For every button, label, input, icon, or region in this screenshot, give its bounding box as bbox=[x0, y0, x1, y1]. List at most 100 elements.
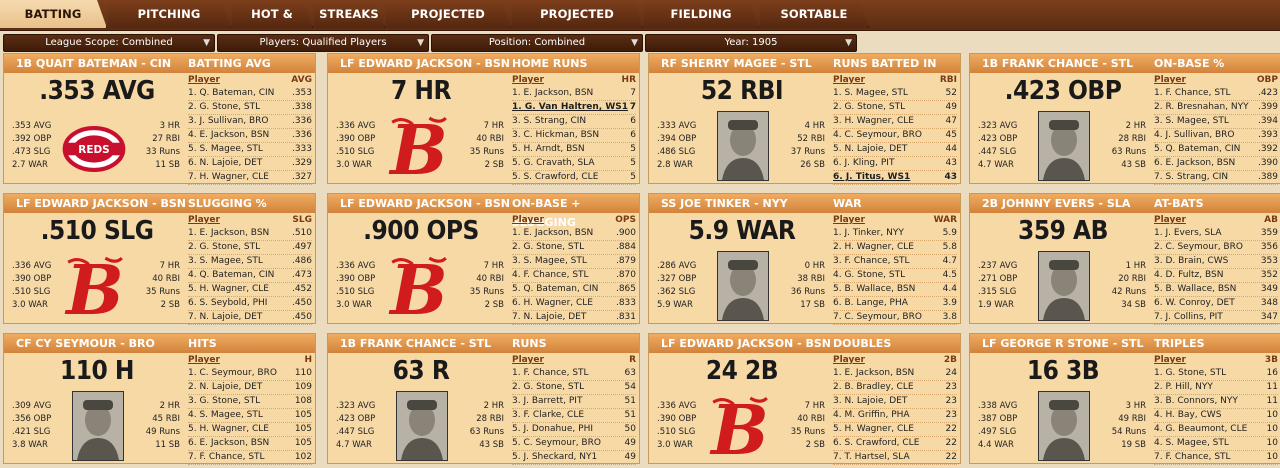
leader-name[interactable]: 5. B. Wallace, BSN bbox=[833, 284, 916, 294]
leader-name[interactable]: 4. C. Seymour, BRO bbox=[833, 130, 922, 140]
leader-row[interactable]: 3. J. Barrett, PIT 51 bbox=[512, 395, 636, 409]
leader-name[interactable]: 5. J. Sheckard, NY1 bbox=[512, 452, 598, 462]
leader-name[interactable]: 3. S. Magee, STL bbox=[512, 256, 587, 266]
leader-name[interactable]: 6. W. Conroy, DET bbox=[1154, 298, 1235, 308]
leader-row[interactable]: 7. T. Hartsel, SLA 22 bbox=[833, 451, 957, 465]
leader-name[interactable]: 7. N. Lajoie, DET bbox=[512, 312, 587, 322]
card-player-name[interactable]: CF CY SEYMOUR - BRO bbox=[16, 337, 155, 350]
leader-row[interactable]: 5. B. Wallace, BSN 4.4 bbox=[833, 283, 957, 297]
leader-row[interactable]: 7. N. Lajoie, DET .450 bbox=[188, 311, 312, 325]
leader-row[interactable]: 3. S. Strang, CIN 6 bbox=[512, 115, 636, 129]
leader-name[interactable]: 6. J. Kling, PIT bbox=[833, 158, 895, 168]
leader-row[interactable]: 7. F. Chance, STL 10 bbox=[1154, 451, 1278, 465]
leader-name[interactable]: 7. J. Collins, PIT bbox=[1154, 312, 1223, 322]
leader-row[interactable]: 7. J. Collins, PIT 347 bbox=[1154, 311, 1278, 325]
leader-name[interactable]: 6. E. Jackson, BSN bbox=[1154, 158, 1236, 168]
leader-row[interactable]: 1. S. Magee, STL 52 bbox=[833, 87, 957, 101]
leader-list-header[interactable]: Player OPS bbox=[512, 214, 636, 227]
leader-row[interactable]: 1. E. Jackson, BSN .510 bbox=[188, 227, 312, 241]
leader-row[interactable]: 6. W. Conroy, DET 348 bbox=[1154, 297, 1278, 311]
leader-name[interactable]: 2. G. Stone, STL bbox=[512, 242, 585, 252]
leader-card[interactable]: 1B FRANK CHANCE - STL ON-BASE % .423 OBP… bbox=[969, 53, 1280, 185]
leader-row[interactable]: 6. S. Crawford, CLE 22 bbox=[833, 437, 957, 451]
leader-name[interactable]: 4. S. Magee, STL bbox=[188, 410, 263, 420]
year-dropdown[interactable]: Year: 1905 ▼ bbox=[645, 34, 857, 52]
leader-row[interactable]: 3. S. Magee, STL .879 bbox=[512, 255, 636, 269]
leader-card[interactable]: LF EDWARD JACKSON - BSN HOME RUNS 7 HR .3… bbox=[327, 53, 640, 185]
leader-name[interactable]: 6. S. Crawford, CLE bbox=[833, 438, 920, 448]
card-player-name[interactable]: 1B FRANK CHANCE - STL bbox=[340, 337, 492, 350]
leader-row[interactable]: 1. C. Seymour, BRO 110 bbox=[188, 367, 312, 381]
leader-name[interactable]: 7. F. Chance, STL bbox=[1154, 452, 1231, 462]
leader-list-header[interactable]: Player AB bbox=[1154, 214, 1278, 227]
leader-row[interactable]: 3. S. Magee, STL .394 bbox=[1154, 115, 1278, 129]
leader-row[interactable]: 1. G. Stone, STL 16 bbox=[1154, 367, 1278, 381]
leader-row[interactable]: 4. J. Sullivan, BRO .393 bbox=[1154, 129, 1278, 143]
leader-list-header[interactable]: Player OBP bbox=[1154, 74, 1278, 87]
leader-card[interactable]: 2B JOHNNY EVERS - SLA AT-BATS 359 AB .237… bbox=[969, 193, 1280, 325]
leader-row[interactable]: 5. N. Lajoie, DET 44 bbox=[833, 143, 957, 157]
leader-list-header[interactable]: Player SLG bbox=[188, 214, 312, 227]
leader-name[interactable]: 6. E. Jackson, BSN bbox=[188, 438, 270, 448]
leader-name[interactable]: 3. F. Clarke, CLE bbox=[512, 410, 585, 420]
leader-row[interactable]: 2. P. Hill, NYY 11 bbox=[1154, 381, 1278, 395]
leader-row[interactable]: 3. B. Connors, NYY 11 bbox=[1154, 395, 1278, 409]
leader-list-header[interactable]: Player H bbox=[188, 354, 312, 367]
leader-row[interactable]: 5. S. Magee, STL .333 bbox=[188, 143, 312, 157]
leader-row[interactable]: 4. F. Chance, STL .870 bbox=[512, 269, 636, 283]
leader-row[interactable]: 3. C. Hickman, BSN 6 bbox=[512, 129, 636, 143]
leader-name[interactable]: 7. C. Seymour, BRO bbox=[833, 312, 922, 322]
leader-row[interactable]: 4. S. Magee, STL 105 bbox=[188, 409, 312, 423]
leader-name[interactable]: 6. S. Seybold, PHI bbox=[188, 298, 268, 308]
leader-name[interactable]: 5. B. Wallace, BSN bbox=[1154, 284, 1237, 294]
leader-name[interactable]: 3. C. Hickman, BSN bbox=[512, 130, 600, 140]
leader-name[interactable]: 7. T. Hartsel, SLA bbox=[833, 452, 910, 462]
leader-row[interactable]: 4. H. Bay, CWS 10 bbox=[1154, 409, 1278, 423]
tab-hot-cold[interactable]: HOT & COLD bbox=[232, 0, 313, 28]
leader-list-header[interactable]: Player RBI bbox=[833, 74, 957, 87]
leader-name[interactable]: 2. P. Hill, NYY bbox=[1154, 382, 1213, 392]
leader-name[interactable]: 3. F. Chance, STL bbox=[833, 256, 910, 266]
leader-row[interactable]: 3. F. Chance, STL 4.7 bbox=[833, 255, 957, 269]
leader-name[interactable]: 4. D. Fultz, BSN bbox=[1154, 270, 1224, 280]
leader-row[interactable]: 6. J. Kling, PIT 43 bbox=[833, 157, 957, 171]
leader-row[interactable]: 6. N. Lajoie, DET .329 bbox=[188, 157, 312, 171]
leader-name[interactable]: 3. J. Sullivan, BRO bbox=[188, 116, 269, 126]
leader-row[interactable]: 4. Q. Bateman, CIN .473 bbox=[188, 269, 312, 283]
leader-row[interactable]: 5. J. Sheckard, NY1 49 bbox=[512, 451, 636, 465]
tab-streaks[interactable]: STREAKS bbox=[314, 0, 385, 28]
leader-row[interactable]: 7. F. Chance, STL 102 bbox=[188, 451, 312, 465]
leader-row[interactable]: 7. S. Strang, CIN .389 bbox=[1154, 171, 1278, 185]
leader-name[interactable]: 5. S. Crawford, CLE bbox=[512, 172, 599, 182]
leader-name[interactable]: 5. Q. Bateman, CIN bbox=[512, 284, 599, 294]
leader-row[interactable]: 5. B. Wallace, BSN 349 bbox=[1154, 283, 1278, 297]
card-player-name[interactable]: 1B FRANK CHANCE - STL bbox=[982, 57, 1134, 70]
leader-name[interactable]: 1. E. Jackson, BSN bbox=[512, 228, 594, 238]
players-dropdown[interactable]: Players: Qualified Players ▼ bbox=[217, 34, 429, 52]
leader-row[interactable]: 4. C. Seymour, BRO 45 bbox=[833, 129, 957, 143]
leader-name[interactable]: 5. H. Arndt, BSN bbox=[512, 144, 585, 154]
leader-row[interactable]: 6. B. Lange, PHA 3.9 bbox=[833, 297, 957, 311]
leader-name[interactable]: 2. G. Stone, STL bbox=[512, 382, 585, 392]
leader-name[interactable]: 2. N. Lajoie, DET bbox=[188, 382, 263, 392]
leader-name[interactable]: 4. G. Stone, STL bbox=[833, 270, 906, 280]
leader-row[interactable]: 4. E. Jackson, BSN .336 bbox=[188, 129, 312, 143]
leader-name[interactable]: 1. J. Tinker, NYY bbox=[833, 228, 904, 238]
leader-row[interactable]: 6. H. Wagner, CLE .833 bbox=[512, 297, 636, 311]
leader-name[interactable]: 1. Q. Bateman, CIN bbox=[188, 88, 275, 98]
leader-name[interactable]: 4. J. Sullivan, BRO bbox=[1154, 130, 1235, 140]
leader-name[interactable]: 5. C. Seymour, BRO bbox=[512, 438, 601, 448]
leader-card[interactable]: LF EDWARD JACKSON - BSN SLUGGING % .510 … bbox=[3, 193, 316, 325]
leader-name[interactable]: 6. B. Lange, PHA bbox=[833, 298, 908, 308]
tab-sortable-stats[interactable]: SORTABLE STATS bbox=[760, 0, 869, 28]
leader-row[interactable]: 3. G. Stone, STL 108 bbox=[188, 395, 312, 409]
leader-card[interactable]: 1B FRANK CHANCE - STL RUNS 63 R .323 AVG 2… bbox=[327, 333, 640, 465]
leader-row[interactable]: 5. S. Crawford, CLE 5 bbox=[512, 171, 636, 185]
leader-name[interactable]: 3. D. Brain, CWS bbox=[1154, 256, 1229, 266]
leader-name[interactable]: 3. B. Connors, NYY bbox=[1154, 396, 1238, 406]
leader-name[interactable]: 5. H. Wagner, CLE bbox=[833, 424, 914, 434]
leader-name[interactable]: 3. S. Strang, CIN bbox=[512, 116, 587, 126]
leader-name[interactable]: 2. H. Wagner, CLE bbox=[833, 242, 914, 252]
leader-row[interactable]: 2. H. Wagner, CLE 5.8 bbox=[833, 241, 957, 255]
leader-name[interactable]: 3. G. Stone, STL bbox=[188, 396, 261, 406]
